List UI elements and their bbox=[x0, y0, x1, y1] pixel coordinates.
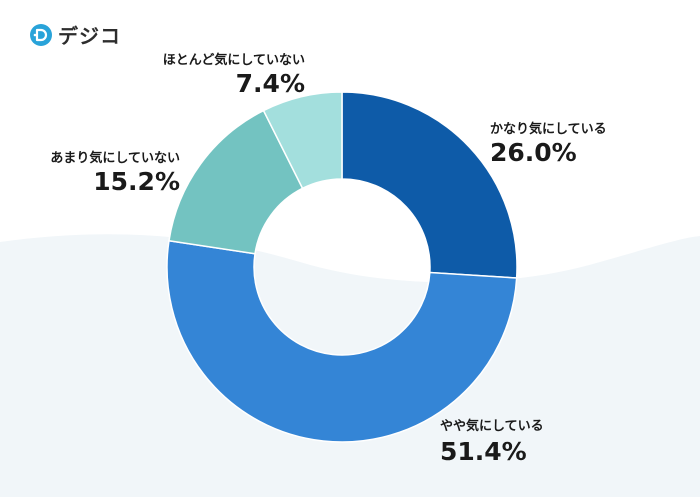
slice-value-label: 15.2% bbox=[93, 167, 180, 196]
logo-dot bbox=[33, 33, 37, 36]
donut-slices bbox=[166, 91, 518, 443]
donut-slice bbox=[341, 91, 518, 279]
brand-name: デジコ bbox=[58, 24, 121, 48]
donut-slice bbox=[168, 109, 304, 255]
brand-logo: デジコ bbox=[30, 20, 121, 49]
logo-circle bbox=[30, 23, 52, 46]
slice-label: かなり気にしている bbox=[490, 121, 607, 137]
logo-letter-d bbox=[35, 28, 48, 41]
slice-value-label: 7.4% bbox=[236, 69, 305, 98]
slice-value-label: 26.0% bbox=[490, 138, 577, 167]
d-logo-icon bbox=[30, 23, 52, 46]
slice-label: ほとんど気にしていない bbox=[163, 52, 305, 68]
donut-slice bbox=[262, 91, 343, 190]
slice-label: やや気にしている bbox=[440, 418, 544, 434]
slice-label: あまり気にしていない bbox=[50, 150, 180, 166]
donut-slice bbox=[166, 239, 518, 443]
slice-value-label: 51.4% bbox=[440, 437, 527, 466]
